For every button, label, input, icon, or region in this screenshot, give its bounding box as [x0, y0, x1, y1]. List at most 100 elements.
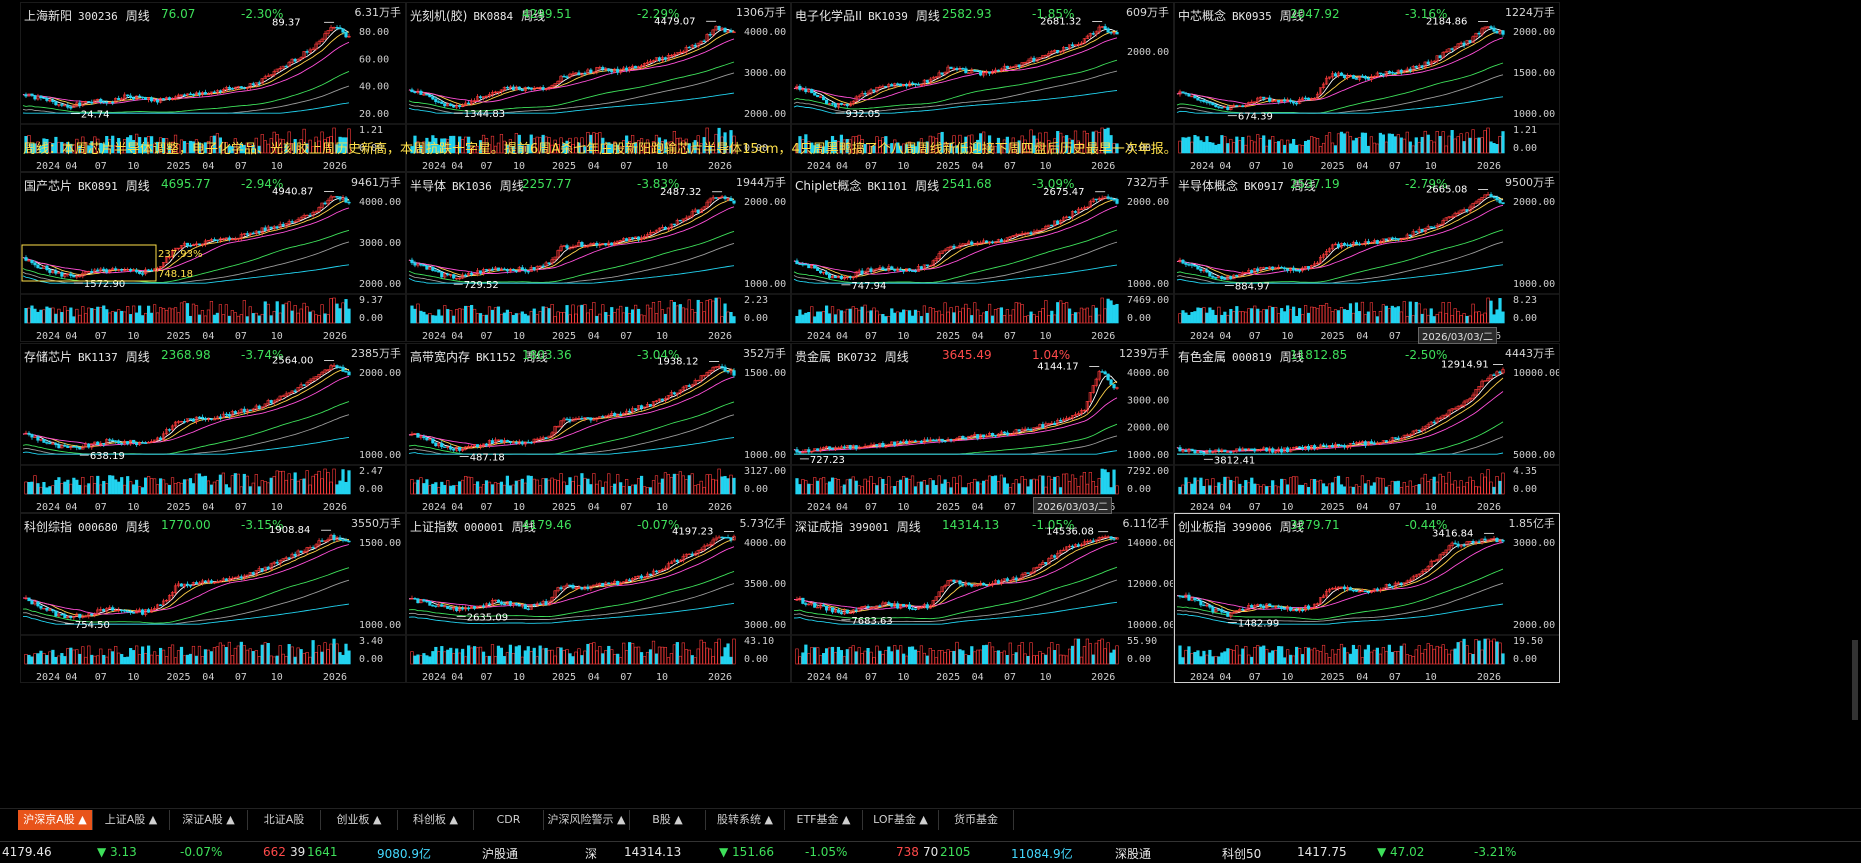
volume-bar — [1003, 478, 1006, 494]
volume-bar — [545, 648, 548, 664]
candle-body — [339, 28, 342, 29]
volume-bar — [1221, 485, 1224, 494]
volume-bar — [1033, 479, 1036, 494]
volume-bar — [1430, 479, 1433, 494]
volume-bar — [1286, 140, 1289, 153]
candle-body — [1499, 200, 1502, 203]
volume-bar — [240, 642, 243, 664]
volume-bar — [649, 308, 652, 323]
volume-bar — [479, 487, 482, 494]
candle-body — [506, 270, 509, 271]
candle-body — [126, 611, 129, 612]
volume-bar — [1203, 307, 1206, 323]
candle-body — [1221, 276, 1224, 278]
kline-chart[interactable]: 4000.003000.002000.001000.007292.000.002… — [792, 344, 1174, 513]
candle-body — [1107, 374, 1110, 380]
candle-body — [870, 269, 873, 272]
high-label: 1938.12 — [657, 356, 698, 367]
price-axis-tick: 4000.00 — [1127, 368, 1169, 379]
volume-bar — [533, 479, 536, 494]
volume-bar — [1206, 136, 1209, 153]
volume-bar — [464, 306, 467, 323]
candle-body — [141, 443, 144, 444]
volume-bar — [417, 655, 420, 664]
volume-bar — [324, 314, 327, 323]
price-axis-tick: 1000.00 — [359, 620, 401, 631]
volume-bar — [306, 652, 309, 664]
volume-bar — [258, 656, 261, 664]
candle-body — [1280, 267, 1283, 268]
volume-bar — [168, 308, 171, 323]
candle-body — [1053, 423, 1056, 425]
candle-body — [569, 585, 572, 586]
volume-bar — [1286, 485, 1289, 494]
volume-bar — [994, 309, 997, 323]
volume-bar — [1259, 486, 1262, 494]
candle-body — [718, 26, 721, 30]
candle-body — [970, 242, 973, 245]
volume-bar — [225, 485, 228, 494]
volume-bar — [947, 483, 950, 494]
volume-bar — [228, 316, 231, 323]
volume-bar — [105, 484, 108, 494]
candle-body — [435, 99, 438, 102]
candle-body — [228, 414, 231, 416]
volume-bar — [1024, 316, 1027, 323]
volume-bar — [1283, 312, 1286, 323]
volume-bar — [599, 481, 602, 494]
candle-body — [1212, 103, 1215, 105]
volume-bar — [55, 480, 58, 494]
candle-body — [822, 97, 825, 100]
candle-body — [144, 98, 147, 100]
volume-bar — [810, 307, 813, 323]
volume-bar — [25, 482, 28, 494]
volume-bar — [1379, 311, 1382, 323]
time-axis-tick: 04 — [836, 331, 848, 342]
candle-body — [1188, 264, 1191, 265]
volume-bar — [336, 485, 339, 494]
volume-bar — [899, 480, 902, 494]
candle-body — [849, 277, 852, 278]
volume-bar — [198, 315, 201, 323]
volume-bar — [1490, 142, 1493, 153]
volume-bar — [285, 656, 288, 664]
volume-bar — [596, 484, 599, 494]
volume-bar — [985, 311, 988, 323]
volume-bar — [225, 305, 228, 323]
volume-bar — [1053, 315, 1056, 323]
volume-bar — [1313, 138, 1316, 153]
candle-body — [219, 91, 222, 92]
volume-bar — [973, 303, 976, 323]
volume-bar — [1259, 138, 1262, 153]
candle-body — [270, 400, 273, 402]
volume-bar — [882, 479, 885, 494]
candle-body — [294, 391, 297, 392]
volume-bar — [1436, 314, 1439, 323]
volume-bar — [1239, 484, 1242, 494]
volume-bar — [67, 480, 70, 494]
candle-body — [664, 58, 667, 60]
candle-body — [521, 442, 524, 444]
volume-bar — [1457, 487, 1460, 494]
